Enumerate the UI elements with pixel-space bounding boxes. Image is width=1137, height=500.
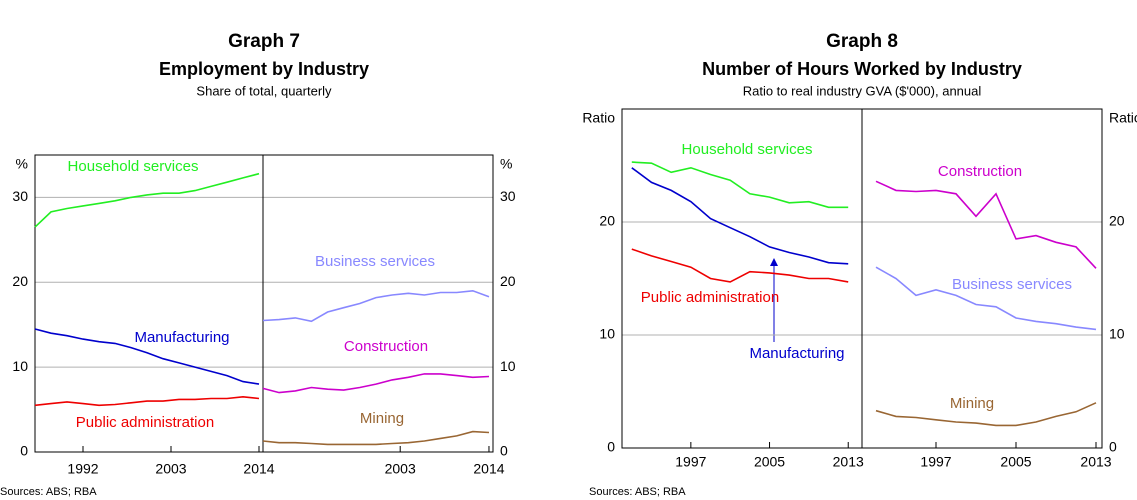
series-line [34,328,260,385]
chart-note: Ratio to real industry GVA ($'000), annu… [743,83,982,98]
x-tick-label: 2013 [833,454,864,470]
series-line [262,289,490,323]
series-label: Mining [360,410,404,427]
series-line [631,248,849,283]
series-line [875,180,1097,269]
series-line [34,395,260,407]
x-tick-label: 2014 [473,461,504,477]
series-label: Construction [344,338,428,355]
series-label: Business services [315,253,435,270]
y-tick-label: 30 [500,188,516,204]
series-label: Construction [938,163,1022,180]
series-line [262,373,490,394]
x-tick-label: 1997 [675,454,706,470]
series-label: Public administration [641,289,779,306]
x-tick-label: 2003 [155,461,186,477]
series-line [631,167,849,265]
y-tick-label: 0 [500,443,508,459]
x-tick-label: 2005 [754,454,785,470]
series-line [875,266,1097,331]
y-axis-label: % [16,156,28,172]
y-tick-label: 20 [500,273,516,289]
y-tick-label: 20 [12,273,28,289]
series-line [34,172,260,228]
chart-note: Share of total, quarterly [196,83,332,98]
chart-title: Graph 8 [826,31,898,52]
x-tick-label: 2014 [243,461,274,477]
y-tick-label: 30 [12,188,28,204]
y-tick-label: 0 [20,443,28,459]
series-label: Household services [682,141,813,158]
y-tick-label: 0 [1109,439,1117,455]
y-tick-label: 10 [12,358,28,374]
y-axis-label: Ratio [582,110,615,126]
series-label: Mining [950,395,994,412]
y-axis-label: % [500,156,512,172]
y-tick-label: 10 [1109,326,1125,342]
plot-frame [34,154,494,453]
chart-subtitle: Number of Hours Worked by Industry [702,59,1022,79]
series-line [875,402,1097,427]
series-label: Business services [952,276,1072,293]
y-axis-label: Ratio [1109,110,1137,126]
series-label: Manufacturing [134,329,229,346]
chart-subtitle: Employment by Industry [159,59,369,79]
y-tick-label: 0 [607,439,615,455]
source: Sources: ABS; RBA [0,486,97,498]
y-tick-label: 20 [599,213,615,229]
chart-title: Graph 7 [228,31,300,52]
x-tick-label: 2013 [1080,454,1111,470]
series-line [262,430,490,446]
series-label: Public administration [76,414,214,431]
x-tick-label: 2003 [385,461,416,477]
source: Sources: ABS; RBA [589,486,686,498]
x-tick-label: 1997 [920,454,951,470]
series-label: Household services [68,158,199,175]
series-line [631,161,849,209]
y-tick-label: 20 [1109,213,1125,229]
y-tick-label: 10 [500,358,516,374]
x-tick-label: 1992 [67,461,98,477]
series-label: Manufacturing [749,345,844,362]
y-tick-label: 10 [599,326,615,342]
x-tick-label: 2005 [1000,454,1031,470]
